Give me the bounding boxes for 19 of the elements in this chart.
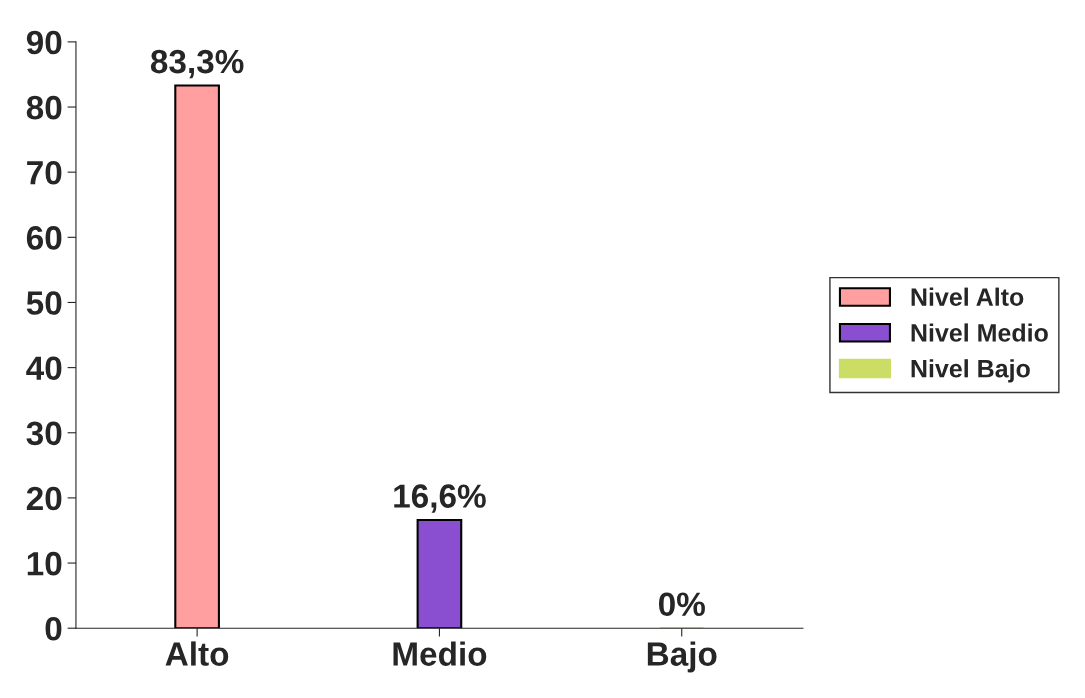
x-tick-label: Medio [393, 641, 487, 666]
y-tick-label: 0 [45, 617, 62, 641]
y-tick-label: 10 [27, 551, 62, 576]
legend-label: Nivel Bajo [911, 359, 1030, 383]
x-tick-label: Bajo [647, 641, 717, 673]
data-label: 83,3% [150, 49, 244, 79]
y-tick-label: 90 [26, 30, 62, 55]
data-label: 16,6% [394, 484, 486, 513]
y-tick-label: 40 [26, 356, 62, 381]
y-tick-label: 80 [26, 95, 62, 120]
y-tick-label: 30 [26, 421, 62, 446]
y-tick-label: 20 [26, 486, 62, 511]
legend-label: Nivel Alto [911, 287, 1024, 306]
y-tick-label: 70 [27, 160, 62, 185]
x-tick-label: Alto [165, 641, 229, 666]
y-tick-label: 60 [26, 226, 62, 250]
legend-label: Nivel Medio [911, 323, 1048, 342]
data-label: 0% [658, 592, 705, 617]
y-tick-label: 50 [26, 291, 62, 315]
